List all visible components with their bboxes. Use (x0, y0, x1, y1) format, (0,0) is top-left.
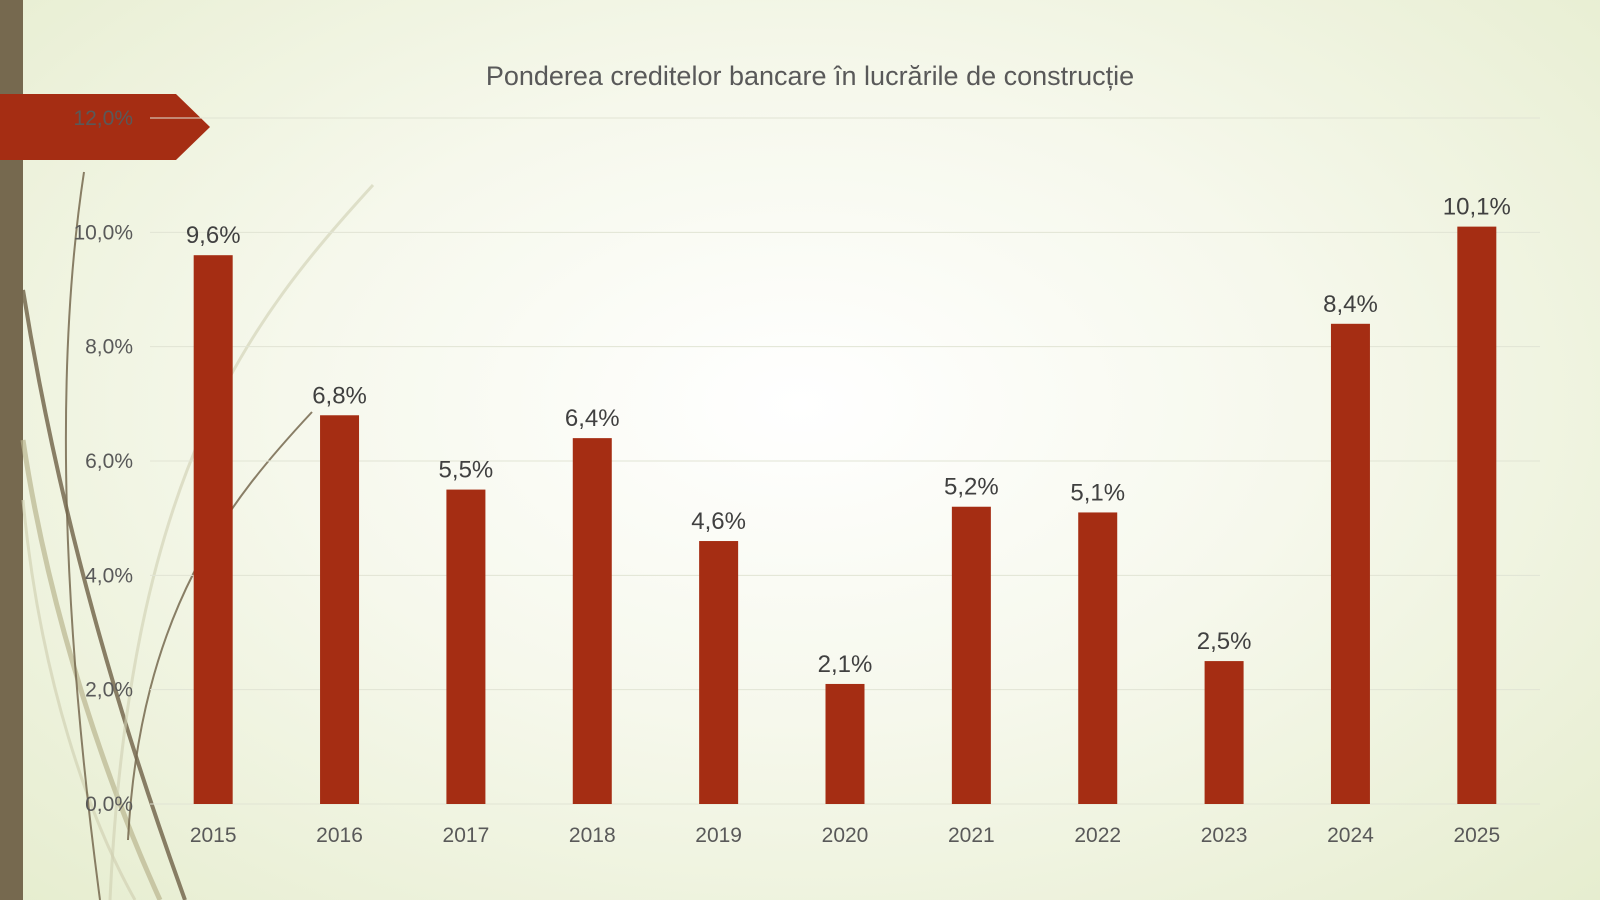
y-tick-label: 4,0% (85, 564, 133, 587)
x-tick-label: 2020 (822, 824, 869, 847)
y-tick-label: 6,0% (85, 450, 133, 473)
chart-title: Ponderea creditelor bancare în lucrările… (486, 61, 1134, 91)
data-label: 6,8% (312, 382, 367, 409)
y-tick-label: 12,0% (73, 107, 133, 130)
data-labels: 9,6% 6,8% 5,5% 6,4% 4,6% 2,1% 5,2% 5,1% 2,5% 8,4%… (186, 194, 1511, 678)
x-tick-label: 2021 (948, 824, 995, 847)
y-tick-label: 2,0% (85, 679, 133, 702)
data-label: 5,5% (439, 457, 494, 484)
x-tick-label: 2018 (569, 824, 616, 847)
x-tick-label: 2022 (1074, 824, 1121, 847)
x-tick-label: 2024 (1327, 824, 1374, 847)
y-tick-label: 8,0% (85, 336, 133, 359)
x-tick-label: 2015 (190, 824, 237, 847)
data-label: 10,1% (1443, 194, 1511, 221)
x-axis-ticks: 2015 2016 2017 2018 2019 2020 2021 2022 2023 2024… (190, 824, 1500, 847)
bar-2023 (1204, 661, 1244, 804)
title-ribbon (0, 94, 210, 160)
left-accent-bar (0, 0, 23, 900)
x-tick-label: 2023 (1201, 824, 1248, 847)
data-label: 6,4% (565, 405, 620, 432)
ribbon-shape (0, 94, 210, 160)
y-tick-label: 10,0% (73, 221, 133, 244)
bar-2015 (193, 255, 233, 804)
x-tick-label: 2017 (443, 824, 490, 847)
bar-2020 (825, 683, 865, 804)
y-axis-ticks: 0,0% 2,0% 4,0% 6,0% 8,0% 10,0% 12,0% (73, 107, 133, 816)
data-label: 4,6% (691, 508, 746, 535)
data-label: 5,2% (944, 474, 999, 501)
bar-2024 (1330, 323, 1370, 804)
data-label: 5,1% (1070, 479, 1125, 506)
bar-2025 (1457, 226, 1497, 804)
bar-2016 (320, 415, 360, 804)
x-tick-label: 2025 (1453, 824, 1500, 847)
bar-2022 (1078, 512, 1118, 804)
data-label: 2,5% (1197, 628, 1252, 655)
bars (193, 226, 1497, 804)
bar-2018 (572, 438, 612, 804)
x-tick-label: 2016 (316, 824, 363, 847)
data-label: 9,6% (186, 222, 241, 249)
bar-2019 (699, 541, 739, 804)
bar-2021 (951, 506, 991, 804)
data-label: 2,1% (818, 651, 873, 678)
x-tick-label: 2019 (695, 824, 742, 847)
data-label: 8,4% (1323, 291, 1378, 318)
bar-2017 (446, 489, 486, 804)
y-tick-label: 0,0% (85, 793, 133, 816)
